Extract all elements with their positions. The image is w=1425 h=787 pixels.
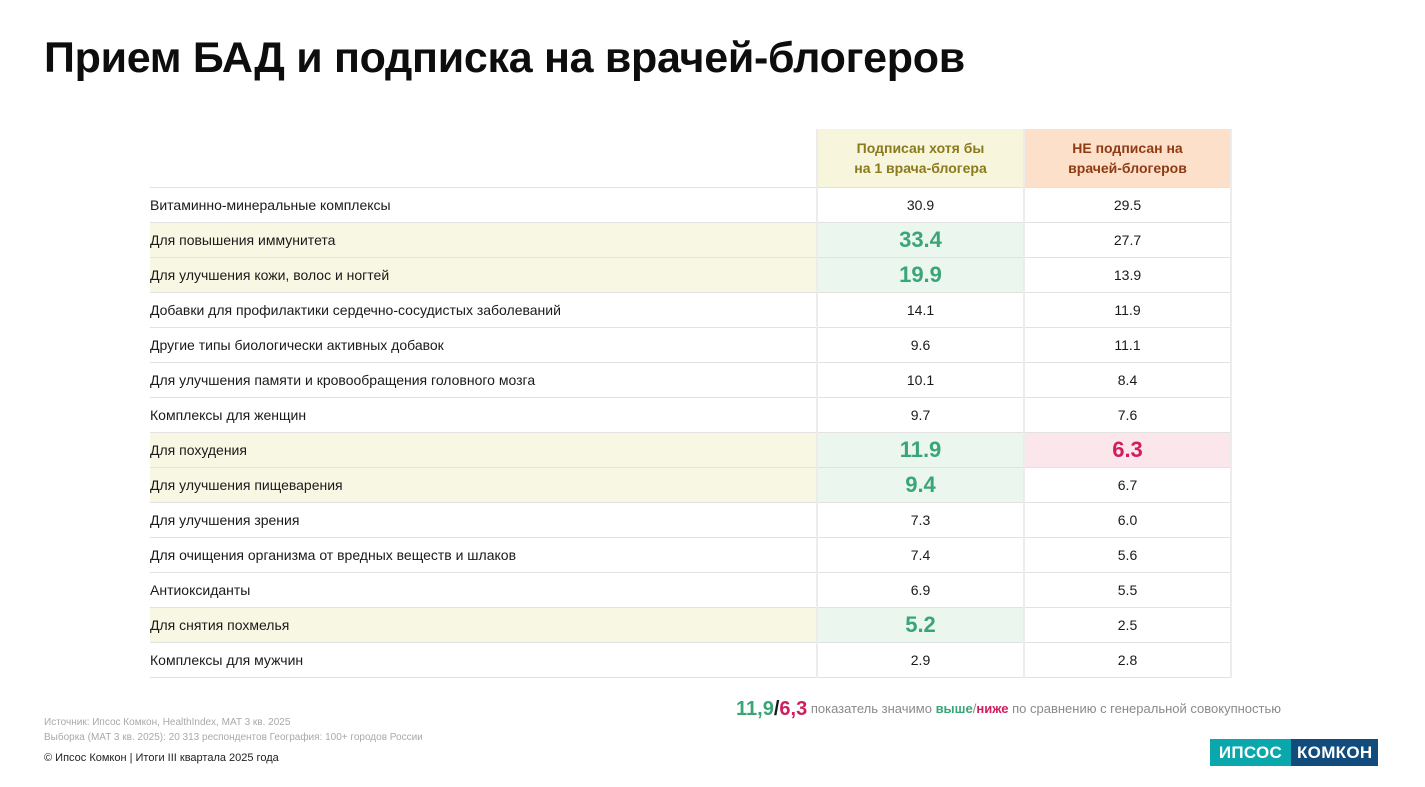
row-label: Для улучшения кожи, волос и ногтей [150, 257, 817, 293]
significance-legend: 11,9/6,3 показатель значимо выше/ниже по… [736, 698, 1282, 720]
value-not-subscribed: 2.5 [1024, 607, 1232, 643]
value-not-subscribed: 6.7 [1024, 467, 1232, 503]
row-label: Для снятия похмелья [150, 607, 817, 643]
value-not-subscribed: 8.4 [1024, 362, 1232, 398]
row-label: Для улучшения зрения [150, 502, 817, 538]
row-label: Комплексы для мужчин [150, 642, 817, 678]
table-row: Для улучшения зрения 7.3 6.0 [150, 502, 1232, 538]
table-row: Для улучшения кожи, волос и ногтей 19.9 13… [150, 257, 1232, 293]
value-subscribed: 33.4 [816, 222, 1025, 258]
sample-note: Выборка (MAT 3 кв. 2025): 20 313 респонд… [44, 732, 423, 743]
table-row: Для очищения организма от вредных вещест… [150, 537, 1232, 573]
legend-low-example: 6,3 [779, 698, 808, 720]
value-subscribed: 9.6 [816, 327, 1025, 363]
row-label: Комплексы для женщин [150, 397, 817, 433]
table-row: Добавки для профилактики сердечно-сосуди… [150, 292, 1232, 328]
source-note: Источник: Ипсос Комкон, HealthIndex, MAT… [44, 717, 291, 728]
value-not-subscribed: 6.0 [1024, 502, 1232, 538]
table-row: Для снятия похмелья 5.2 2.5 [150, 607, 1232, 643]
value-not-subscribed: 5.5 [1024, 572, 1232, 608]
value-subscribed: 10.1 [816, 362, 1025, 398]
value-not-subscribed: 2.8 [1024, 642, 1232, 678]
table-row: Другие типы биологически активных добаво… [150, 327, 1232, 363]
legend-slash: / [773, 698, 780, 720]
table-row: Комплексы для женщин 9.7 7.6 [150, 397, 1232, 433]
value-not-subscribed: 13.9 [1024, 257, 1232, 293]
table-row: Для повышения иммунитета 33.4 27.7 [150, 222, 1232, 258]
column-header-not-subscribed: НЕ подписан на врачей-блогеров [1024, 129, 1232, 188]
row-label: Витаминно-минеральные комплексы [150, 187, 817, 223]
legend-high-example: 11,9 [736, 698, 774, 720]
value-not-subscribed: 7.6 [1024, 397, 1232, 433]
value-subscribed: 30.9 [816, 187, 1025, 223]
table-row: Для улучшения пищеварения 9.4 6.7 [150, 467, 1232, 503]
value-not-subscribed: 11.1 [1024, 327, 1232, 363]
value-subscribed: 14.1 [816, 292, 1025, 328]
legend-lower-word: ниже [976, 701, 1009, 716]
table-row: Для улучшения памяти и кровообращения го… [150, 362, 1232, 398]
data-table: Подписан хотя бы на 1 врача-блогера НЕ п… [150, 129, 1232, 678]
legend-text-before: показатель значимо [810, 701, 932, 716]
value-subscribed: 2.9 [816, 642, 1025, 678]
value-subscribed: 6.9 [816, 572, 1025, 608]
value-not-subscribed: 5.6 [1024, 537, 1232, 573]
logo-right-text: КОМКОН [1291, 739, 1378, 766]
value-not-subscribed: 29.5 [1024, 187, 1232, 223]
legend-higher-word: выше [935, 701, 973, 716]
table-body: Витаминно-минеральные комплексы 30.9 29.5 Д… [150, 187, 1232, 678]
value-subscribed: 7.3 [816, 502, 1025, 538]
value-not-subscribed: 27.7 [1024, 222, 1232, 258]
row-label: Для похудения [150, 432, 817, 468]
value-subscribed: 7.4 [816, 537, 1025, 573]
row-label: Для повышения иммунитета [150, 222, 817, 258]
table-row: Витаминно-минеральные комплексы 30.9 29.5 [150, 187, 1232, 223]
value-not-subscribed: 6.3 [1024, 432, 1232, 468]
row-label: Для улучшения памяти и кровообращения го… [150, 362, 817, 398]
value-not-subscribed: 11.9 [1024, 292, 1232, 328]
table-row: Антиоксиданты 6.9 5.5 [150, 572, 1232, 608]
header-row: Подписан хотя бы на 1 врача-блогера НЕ п… [150, 129, 1232, 188]
value-subscribed: 11.9 [816, 432, 1025, 468]
column-header-subscribed: Подписан хотя бы на 1 врача-блогера [816, 129, 1025, 188]
value-subscribed: 5.2 [816, 607, 1025, 643]
ipsos-comcon-logo: ИПСОС КОМКОН [1210, 739, 1378, 766]
row-label: Антиоксиданты [150, 572, 817, 608]
page-title: Прием БАД и подписка на врачей-блогеров [44, 34, 965, 82]
row-label: Для улучшения пищеварения [150, 467, 817, 503]
value-subscribed: 19.9 [816, 257, 1025, 293]
table-row: Для похудения 11.9 6.3 [150, 432, 1232, 468]
row-label: Добавки для профилактики сердечно-сосуди… [150, 292, 817, 328]
row-label: Для очищения организма от вредных вещест… [150, 537, 817, 573]
header-blank-cell [150, 129, 817, 188]
copyright-footer: © Ипсос Комкон | Итоги III квартала 2025… [44, 752, 279, 764]
row-label: Другие типы биологически активных добаво… [150, 327, 817, 363]
legend-text-after: по сравнению с генеральной совокупностью [1012, 701, 1282, 716]
table-row: Комплексы для мужчин 2.9 2.8 [150, 642, 1232, 678]
value-subscribed: 9.4 [816, 467, 1025, 503]
value-subscribed: 9.7 [816, 397, 1025, 433]
logo-left-text: ИПСОС [1210, 739, 1291, 766]
